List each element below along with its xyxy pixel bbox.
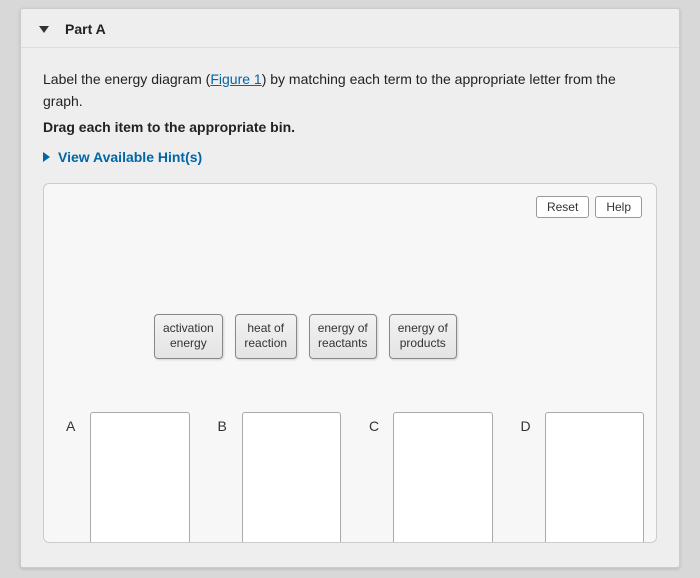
figure-link[interactable]: Figure 1 [210, 71, 261, 87]
instruction-prefix: Label the energy diagram ( [43, 71, 210, 87]
drag-item-line1: energy of [398, 321, 448, 335]
draggable-items: activation energy heat of reaction energ… [154, 314, 457, 359]
bin-dropzone-d[interactable] [545, 412, 645, 542]
drag-item-line2: energy [170, 336, 207, 350]
bin-label: B [218, 418, 227, 434]
drag-instruction: Drag each item to the appropriate bin. [43, 119, 657, 135]
drop-bins: A B C D [56, 412, 644, 542]
drag-item-line1: activation [163, 321, 214, 335]
drag-workspace: Reset Help activation energy heat of rea… [43, 183, 657, 543]
drag-item-heat-of-reaction[interactable]: heat of reaction [235, 314, 297, 359]
drag-item-activation-energy[interactable]: activation energy [154, 314, 223, 359]
bin-dropzone-c[interactable] [393, 412, 493, 542]
drag-item-energy-of-products[interactable]: energy of products [389, 314, 457, 359]
drag-item-line1: heat of [247, 321, 284, 335]
section-title: Part A [65, 21, 106, 37]
help-button[interactable]: Help [595, 196, 642, 218]
workspace-toolbar: Reset Help [536, 196, 642, 218]
reset-button[interactable]: Reset [536, 196, 589, 218]
instruction-text: Label the energy diagram (Figure 1) by m… [43, 68, 657, 113]
bin-label: C [369, 418, 379, 434]
content-area: Label the energy diagram (Figure 1) by m… [21, 48, 679, 165]
drag-item-line2: products [400, 336, 446, 350]
bin-d: D [511, 412, 645, 542]
drag-item-line2: reactants [318, 336, 367, 350]
bin-c: C [359, 412, 493, 542]
bin-a: A [56, 412, 190, 542]
chevron-right-icon [43, 152, 50, 162]
bin-b: B [208, 412, 342, 542]
section-header: Part A [21, 9, 679, 48]
hints-label: View Available Hint(s) [58, 149, 202, 165]
bin-label: A [66, 418, 75, 434]
drag-item-line1: energy of [318, 321, 368, 335]
bin-dropzone-b[interactable] [242, 412, 342, 542]
drag-item-energy-of-reactants[interactable]: energy of reactants [309, 314, 377, 359]
bin-label: D [521, 418, 531, 434]
bin-dropzone-a[interactable] [90, 412, 190, 542]
collapse-icon[interactable] [39, 26, 49, 33]
drag-item-line2: reaction [244, 336, 287, 350]
hints-toggle[interactable]: View Available Hint(s) [43, 149, 657, 165]
question-panel: Part A Label the energy diagram (Figure … [20, 8, 680, 568]
